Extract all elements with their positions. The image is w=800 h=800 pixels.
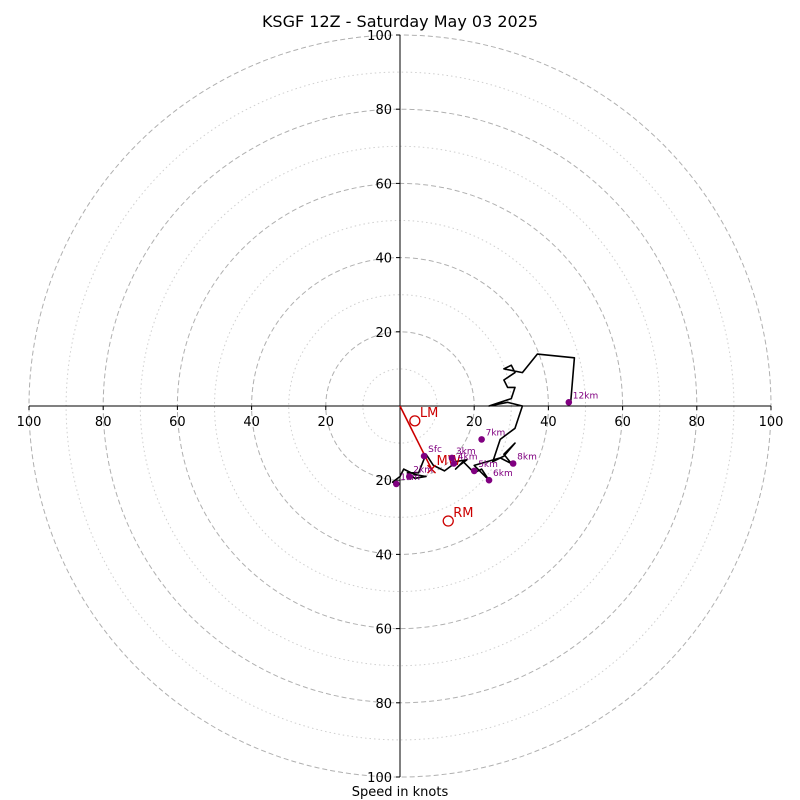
tick-label-right: 80 xyxy=(689,415,706,430)
height-label-5km: 5km xyxy=(478,460,498,470)
chart-title: KSGF 12Z - Saturday May 03 2025 xyxy=(262,12,538,31)
tick-label-left: 40 xyxy=(243,415,260,430)
tick-label-right: 60 xyxy=(614,415,631,430)
tick-label-left: 60 xyxy=(169,415,186,430)
height-marker-8km xyxy=(509,460,517,467)
height-label-3km: 3km xyxy=(456,447,476,457)
height-marker-2km xyxy=(405,473,413,480)
height-label-2km: 2km xyxy=(413,465,433,475)
storm-motion-marker-lm xyxy=(409,415,421,427)
tick-label-bottom: 80 xyxy=(375,697,392,712)
tick-label-top: 80 xyxy=(375,103,392,118)
height-marker-sfc xyxy=(420,452,428,460)
tick-label-top: 20 xyxy=(375,326,392,341)
storm-motion-marker-mw xyxy=(427,464,437,474)
tick-label-right: 20 xyxy=(466,415,483,430)
wind-trace xyxy=(391,353,576,485)
tick-label-top: 40 xyxy=(375,252,392,267)
height-marker-1km xyxy=(392,480,400,488)
x-axis-label: Speed in knots xyxy=(352,785,449,800)
tick-label-bottom: 20 xyxy=(375,474,392,489)
tick-label-right: 100 xyxy=(759,415,784,430)
tick-label-top: 100 xyxy=(367,29,392,44)
tick-label-bottom: 100 xyxy=(367,771,392,786)
tick-label-bottom: 40 xyxy=(375,548,392,563)
storm-motion-label-rm: RM xyxy=(453,506,473,521)
height-marker-6km xyxy=(485,476,493,484)
storm-motion-label-lm: LM xyxy=(420,406,438,421)
height-marker-12km xyxy=(565,398,573,406)
height-marker-4km xyxy=(450,460,458,467)
height-marker-3km xyxy=(448,454,456,462)
tick-label-right: 40 xyxy=(540,415,557,430)
height-markers: Sfc1km2km3km4km5km6km7km8km12km xyxy=(392,391,598,488)
tick-label-left: 100 xyxy=(17,415,42,430)
height-label-8km: 8km xyxy=(517,453,537,463)
height-label-sfc: Sfc xyxy=(428,445,442,455)
height-label-7km: 7km xyxy=(486,428,506,438)
tick-label-left: 80 xyxy=(95,415,112,430)
height-label-12km: 12km xyxy=(573,391,598,401)
storm-motion-marker-rm xyxy=(442,515,454,527)
height-marker-7km xyxy=(478,436,485,443)
tick-label-top: 60 xyxy=(375,177,392,192)
height-marker-5km xyxy=(470,467,478,475)
height-label-4km: 4km xyxy=(458,453,478,463)
tick-label-bottom: 60 xyxy=(375,623,392,638)
height-label-6km: 6km xyxy=(493,469,513,479)
hodograph-trace-line xyxy=(391,353,576,485)
tick-labels: 100 80 60 40 20 20 40 60 80 100 20 40 60 80 100 20 40 60 8… xyxy=(17,29,784,786)
tick-label-left: 20 xyxy=(318,415,335,430)
